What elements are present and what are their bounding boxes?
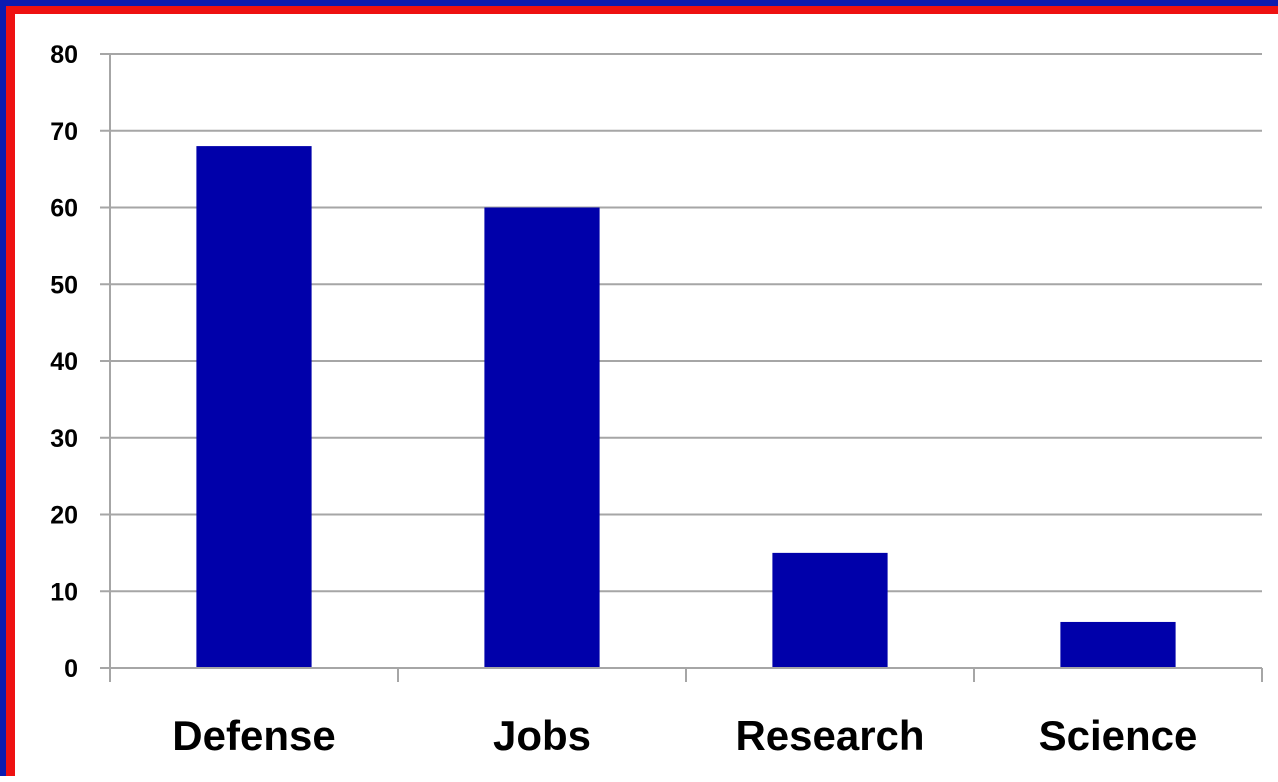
- bar-jobs: [484, 207, 600, 668]
- bar-chart: 0 10 20 30 40 50 60 70 80 Defense Jobs Research Scie…: [50, 41, 1263, 759]
- y-tick-label-20: 20: [50, 502, 78, 530]
- bar-research: [772, 552, 888, 668]
- y-tick-label-70: 70: [50, 118, 78, 146]
- y-tick-label-30: 30: [50, 425, 78, 453]
- bar-defense: [196, 146, 312, 669]
- x-tick-label-research: Research: [735, 712, 924, 759]
- labels: 0 10 20 30 40 50 60 70 80 Defense Jobs Research Scie…: [50, 41, 1197, 759]
- x-tick-label-defense: Defense: [172, 712, 335, 759]
- y-tick-label-10: 10: [50, 578, 78, 606]
- y-tick-label-60: 60: [50, 195, 78, 223]
- bar-science: [1060, 621, 1176, 668]
- y-tick-label-40: 40: [50, 348, 78, 376]
- x-tick-label-science: Science: [1039, 712, 1198, 759]
- bars: [196, 146, 1176, 669]
- x-tick-label-jobs: Jobs: [493, 712, 591, 759]
- y-tick-label-0: 0: [64, 655, 78, 683]
- y-tick-label-50: 50: [50, 271, 78, 299]
- axes: [100, 54, 1263, 682]
- y-tick-label-80: 80: [50, 41, 78, 69]
